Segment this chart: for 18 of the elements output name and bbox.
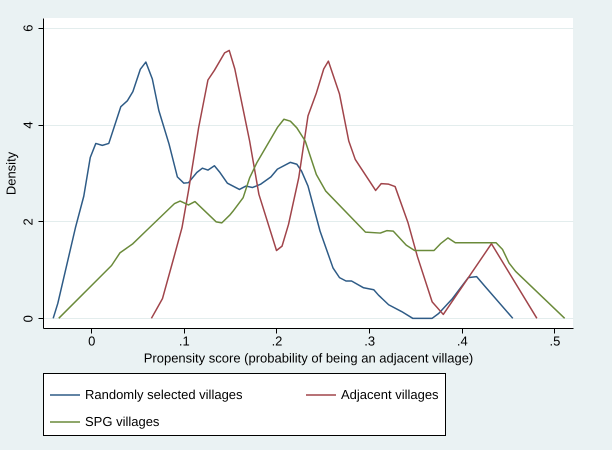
legend-label: SPG villages [85, 414, 160, 429]
line-series [58, 118, 566, 320]
x-tick-label: .1 [178, 334, 190, 348]
legend-label: Randomly selected villages [85, 387, 244, 402]
y-tick-label: 4 [20, 121, 36, 129]
y-tick-label: 2 [20, 218, 36, 226]
x-axis-title: Propensity score (probability of being an adjacent village) [144, 350, 474, 366]
y-tick-label: 0 [20, 315, 36, 322]
x-tick-label: .2 [272, 334, 282, 348]
x-tick-label: .5 [550, 334, 560, 348]
line-series [52, 61, 514, 320]
x-tick-label: .4 [456, 334, 468, 348]
x-tick-label: .3 [364, 334, 376, 348]
line-series [150, 50, 538, 320]
x-tick-label: 0 [88, 334, 96, 348]
y-axis-title: Density [4, 151, 18, 196]
y-tick-label: 6 [20, 24, 36, 32]
legend-label: Adjacent villages [341, 387, 440, 402]
